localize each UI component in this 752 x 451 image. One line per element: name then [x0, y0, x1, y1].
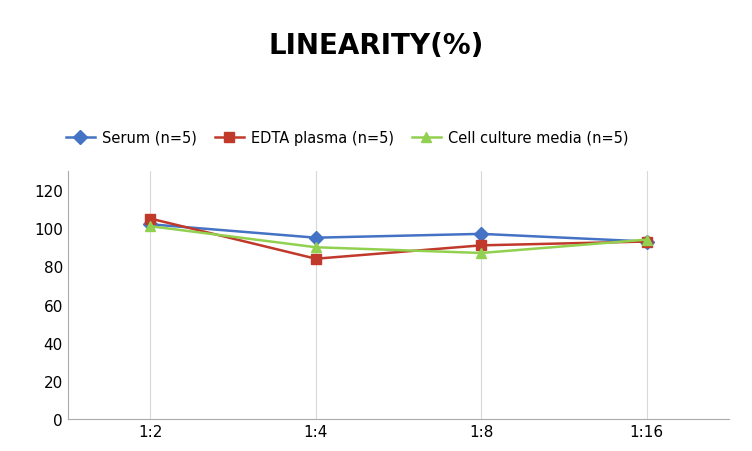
Legend: Serum (n=5), EDTA plasma (n=5), Cell culture media (n=5): Serum (n=5), EDTA plasma (n=5), Cell cul… [60, 124, 635, 151]
Serum (n=5) [146, 222, 155, 227]
EDTA plasma (n=5) [146, 216, 155, 222]
Serum (n=5) [477, 232, 486, 237]
Cell culture media (n=5) [146, 224, 155, 230]
Cell culture media (n=5) [642, 237, 651, 243]
Cell culture media (n=5) [311, 245, 320, 250]
Text: LINEARITY(%): LINEARITY(%) [268, 32, 484, 60]
Serum (n=5) [311, 235, 320, 241]
Cell culture media (n=5) [477, 251, 486, 256]
Line: Cell culture media (n=5): Cell culture media (n=5) [146, 222, 651, 258]
Line: EDTA plasma (n=5): EDTA plasma (n=5) [146, 214, 651, 264]
EDTA plasma (n=5) [477, 243, 486, 249]
EDTA plasma (n=5) [311, 257, 320, 262]
EDTA plasma (n=5) [642, 239, 651, 245]
Serum (n=5) [642, 239, 651, 245]
Line: Serum (n=5): Serum (n=5) [146, 220, 651, 247]
